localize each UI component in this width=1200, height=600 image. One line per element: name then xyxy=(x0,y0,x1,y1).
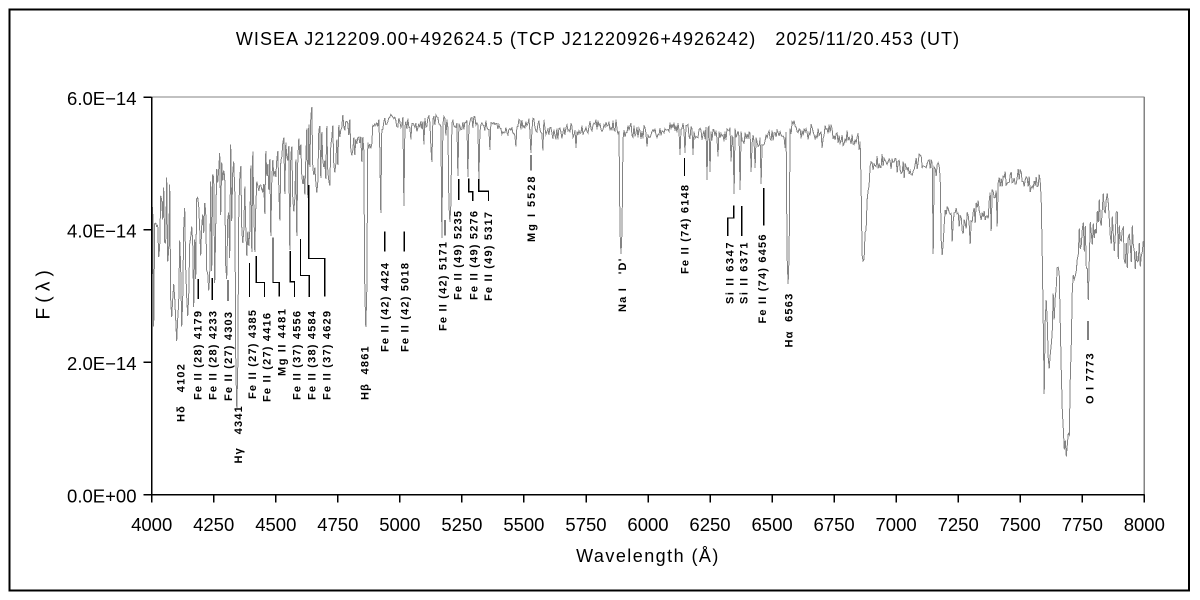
svg-text:Na I 'D': Na I 'D' xyxy=(617,257,629,312)
svg-text:Fe II (37) 4556: Fe II (37) 4556 xyxy=(292,310,304,400)
svg-text:Fe II (74) 6148: Fe II (74) 6148 xyxy=(680,184,692,274)
svg-text:5250: 5250 xyxy=(441,514,482,535)
svg-text:F(λ): F(λ) xyxy=(34,265,55,320)
svg-text:Fe II (42) 4424: Fe II (42) 4424 xyxy=(380,262,392,352)
svg-text:Fe II (49) 5317: Fe II (49) 5317 xyxy=(483,211,495,301)
svg-text:4.0E−14: 4.0E−14 xyxy=(67,221,136,242)
svg-text:0.0E+00: 0.0E+00 xyxy=(67,486,136,507)
svg-text:4750: 4750 xyxy=(317,514,358,535)
svg-text:8000: 8000 xyxy=(1124,514,1165,535)
svg-text:WISEA J212209.00+492624.5 (TCP: WISEA J212209.00+492624.5 (TCP J21220926… xyxy=(236,29,960,49)
svg-text:5750: 5750 xyxy=(565,514,606,535)
svg-text:7000: 7000 xyxy=(876,514,917,535)
svg-text:Mg I 5528: Mg I 5528 xyxy=(526,174,538,242)
svg-text:7250: 7250 xyxy=(938,514,979,535)
svg-text:7750: 7750 xyxy=(1062,514,1103,535)
svg-text:4000: 4000 xyxy=(131,514,172,535)
svg-text:Fe II (28) 4179: Fe II (28) 4179 xyxy=(193,310,205,400)
svg-text:Fe II (74) 6456: Fe II (74) 6456 xyxy=(757,233,769,323)
svg-text:2.0E−14: 2.0E−14 xyxy=(67,353,136,374)
svg-text:6.0E−14: 6.0E−14 xyxy=(67,88,136,109)
svg-text:6500: 6500 xyxy=(752,514,793,535)
svg-text:Fe II (27) 4385: Fe II (27) 4385 xyxy=(247,309,259,399)
svg-text:7500: 7500 xyxy=(1000,514,1041,535)
svg-text:Fe II (49) 5276: Fe II (49) 5276 xyxy=(468,210,480,300)
svg-text:Fe II (49) 5235: Fe II (49) 5235 xyxy=(453,210,465,300)
svg-text:Wavelength (Å): Wavelength (Å) xyxy=(576,546,720,566)
svg-text:Si II 6371: Si II 6371 xyxy=(739,241,751,304)
svg-text:Fe II (38) 4584: Fe II (38) 4584 xyxy=(307,310,319,400)
svg-text:4500: 4500 xyxy=(255,514,296,535)
svg-text:5000: 5000 xyxy=(379,514,420,535)
svg-text:Fe II (37) 4629: Fe II (37) 4629 xyxy=(322,310,334,400)
svg-text:Fe II (42) 5018: Fe II (42) 5018 xyxy=(399,262,411,352)
svg-text:Si II 6347: Si II 6347 xyxy=(725,241,737,304)
svg-text:6250: 6250 xyxy=(689,514,730,535)
svg-text:Fe II (28) 4233: Fe II (28) 4233 xyxy=(208,310,220,400)
svg-text:Hδ 4102: Hδ 4102 xyxy=(176,363,188,422)
svg-text:Hβ 4861: Hβ 4861 xyxy=(359,345,371,400)
svg-text:Mg II 4481: Mg II 4481 xyxy=(277,307,289,376)
svg-text:6750: 6750 xyxy=(814,514,855,535)
svg-text:Hγ 4341: Hγ 4341 xyxy=(233,405,245,464)
svg-text:4250: 4250 xyxy=(193,514,234,535)
svg-text:5500: 5500 xyxy=(503,514,544,535)
svg-text:Fe II (27) 4303: Fe II (27) 4303 xyxy=(223,311,235,401)
svg-text:Fe II (42) 5171: Fe II (42) 5171 xyxy=(437,241,449,331)
svg-text:Fe II (27) 4416: Fe II (27) 4416 xyxy=(261,312,273,402)
svg-text:Hα 6563: Hα 6563 xyxy=(784,293,796,348)
svg-text:6000: 6000 xyxy=(627,514,668,535)
svg-text:O I 7773: O I 7773 xyxy=(1085,352,1097,404)
